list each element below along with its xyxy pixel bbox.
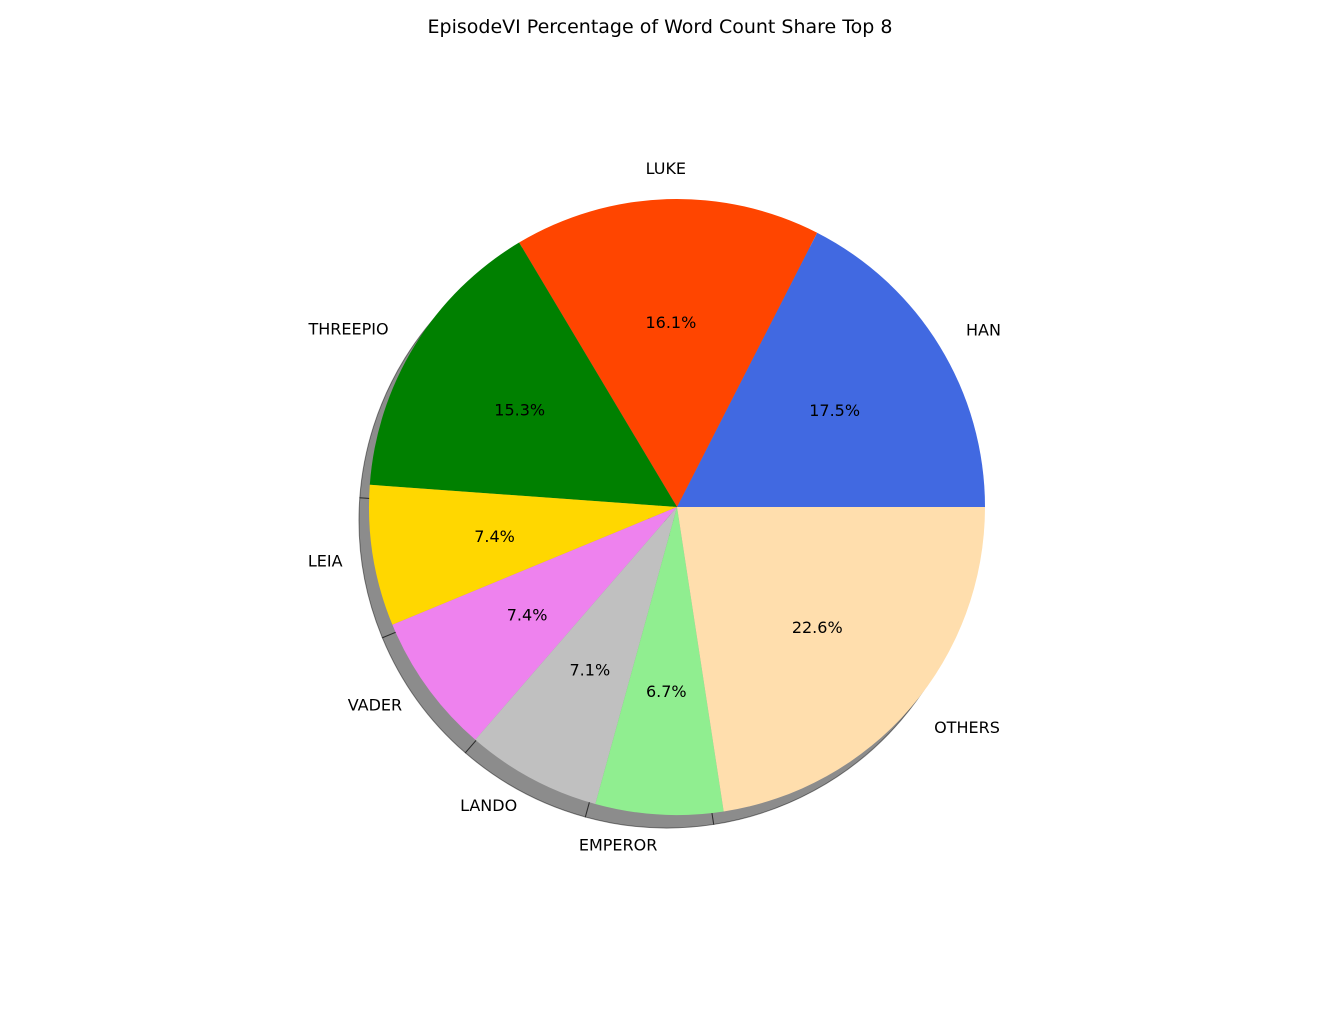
slice-pct-luke: 16.1% (645, 313, 696, 332)
slice-pct-threepio: 15.3% (494, 401, 545, 420)
slice-vader (392, 507, 677, 740)
slice-emperor (595, 507, 724, 815)
slice-leia (369, 484, 677, 625)
slice-label-leia: LEIA (308, 551, 343, 570)
slice-pct-leia: 7.4% (474, 527, 515, 546)
slice-label-han: HAN (966, 321, 1001, 340)
slice-label-threepio: THREEPIO (307, 320, 388, 339)
slice-lando (475, 507, 677, 804)
slice-label-vader: VADER (348, 696, 402, 715)
slice-pct-others: 22.6% (792, 618, 843, 637)
chart-title: EpisodeVI Percentage of Word Count Share… (427, 16, 893, 38)
slice-luke (519, 199, 818, 507)
pie-labels: HAN 17.5% LUKE 16.1% THREEPIO 15.3% LEIA 7.4% VA… (307, 159, 1000, 855)
slice-pct-vader: 7.4% (507, 606, 548, 625)
slice-threepio (369, 242, 677, 507)
slice-others (677, 507, 985, 812)
slice-pct-lando: 7.1% (570, 660, 611, 679)
slice-label-others: OTHERS (934, 718, 1000, 737)
slice-label-emperor: EMPEROR (579, 836, 658, 855)
slice-han (677, 232, 985, 507)
pie-slices (369, 199, 985, 815)
slice-pct-emperor: 6.7% (646, 682, 687, 701)
slice-label-lando: LANDO (460, 796, 517, 815)
slice-label-luke: LUKE (646, 159, 686, 178)
slice-pct-han: 17.5% (809, 401, 860, 420)
